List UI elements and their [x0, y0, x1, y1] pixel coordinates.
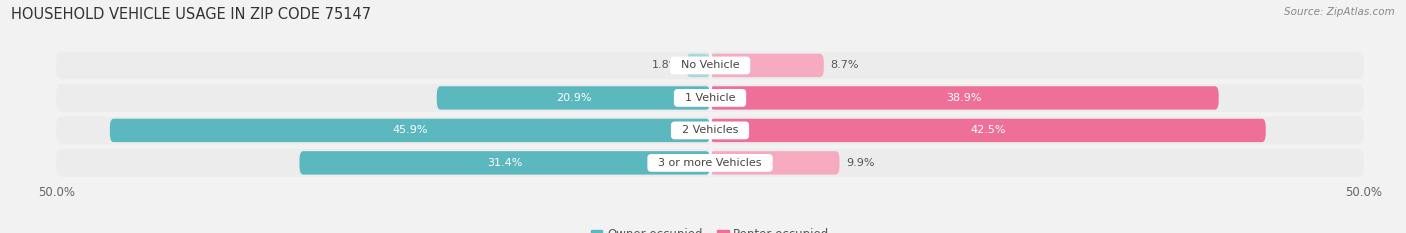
- Text: 1.8%: 1.8%: [651, 60, 681, 70]
- FancyBboxPatch shape: [437, 86, 710, 110]
- Text: 42.5%: 42.5%: [970, 125, 1005, 135]
- FancyBboxPatch shape: [710, 119, 1265, 142]
- FancyBboxPatch shape: [56, 52, 1364, 79]
- Legend: Owner-occupied, Renter-occupied: Owner-occupied, Renter-occupied: [586, 224, 834, 233]
- Text: 45.9%: 45.9%: [392, 125, 427, 135]
- Text: Source: ZipAtlas.com: Source: ZipAtlas.com: [1284, 7, 1395, 17]
- Text: 31.4%: 31.4%: [486, 158, 523, 168]
- FancyBboxPatch shape: [56, 149, 1364, 177]
- FancyBboxPatch shape: [110, 119, 710, 142]
- Text: 2 Vehicles: 2 Vehicles: [675, 125, 745, 135]
- Text: 3 or more Vehicles: 3 or more Vehicles: [651, 158, 769, 168]
- Text: 9.9%: 9.9%: [846, 158, 875, 168]
- FancyBboxPatch shape: [56, 84, 1364, 112]
- FancyBboxPatch shape: [710, 151, 839, 175]
- FancyBboxPatch shape: [686, 54, 710, 77]
- FancyBboxPatch shape: [56, 116, 1364, 144]
- Text: 38.9%: 38.9%: [946, 93, 983, 103]
- Text: HOUSEHOLD VEHICLE USAGE IN ZIP CODE 75147: HOUSEHOLD VEHICLE USAGE IN ZIP CODE 7514…: [11, 7, 371, 22]
- Text: 8.7%: 8.7%: [831, 60, 859, 70]
- Text: No Vehicle: No Vehicle: [673, 60, 747, 70]
- FancyBboxPatch shape: [299, 151, 710, 175]
- Text: 20.9%: 20.9%: [555, 93, 591, 103]
- FancyBboxPatch shape: [710, 54, 824, 77]
- Text: 1 Vehicle: 1 Vehicle: [678, 93, 742, 103]
- FancyBboxPatch shape: [710, 86, 1219, 110]
